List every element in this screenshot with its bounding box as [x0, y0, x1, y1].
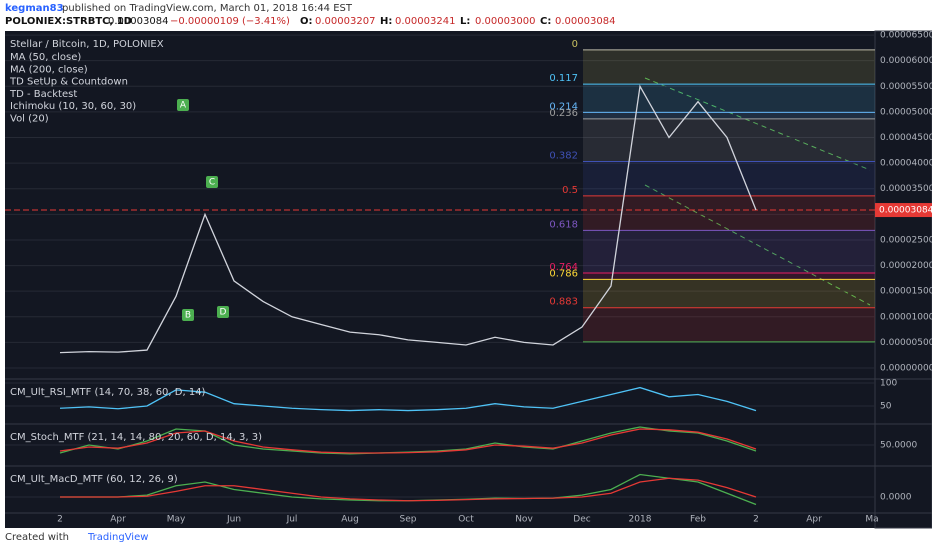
fib-band [583, 279, 875, 308]
x-tick-label: Sep [400, 515, 417, 525]
pattern-badge [177, 99, 189, 111]
fib-band [583, 230, 875, 273]
legend-item: TD SetUp & Countdown [9, 77, 128, 88]
x-tick-label: Apr [110, 515, 126, 525]
y-tick-label: 50 [880, 401, 892, 411]
legend-item: MA (200, close) [10, 64, 88, 75]
channel-line [644, 77, 871, 171]
legend-item: TD - Backtest [9, 89, 77, 100]
panel-title: CM_Ult_MacD_MTF (60, 12, 26, 9) [10, 474, 178, 485]
indicator-line [60, 477, 757, 502]
price-line [59, 84, 757, 354]
x-tick-label: 2 [753, 515, 759, 525]
y-tick-label: 0.00006000 [880, 56, 932, 66]
ohlc-value: 0.00003241 [395, 16, 455, 27]
x-tick-label: Jun [226, 515, 241, 525]
pattern-label: B [185, 311, 191, 321]
fib-band [583, 161, 875, 196]
ohlc-key: O: [300, 16, 313, 27]
x-tick-label: Jul [286, 515, 298, 525]
pattern-badge [206, 176, 218, 188]
x-tick-label: Feb [690, 515, 706, 525]
y-tick-label: 0.00000500 [880, 338, 932, 348]
x-tick-label: Ma [865, 515, 878, 525]
last: 0.00003084 [108, 16, 168, 27]
ohlc-value: 0.00003000 [475, 16, 535, 27]
fib-label: 0 [572, 39, 578, 50]
x-tick-label: 2 [57, 515, 63, 525]
fib-band [583, 112, 875, 119]
change: −0.00000109 (−3.41%) [170, 16, 290, 27]
pattern-label: D [220, 308, 227, 318]
y-tick-label: 0.0000 [880, 493, 912, 503]
y-tick-label: 0.00000000 [880, 364, 932, 374]
fib-label: 0.382 [549, 150, 578, 161]
pattern-badge [217, 306, 229, 318]
fib-band [583, 84, 875, 113]
fib-label: 0.883 [549, 297, 578, 308]
indicator-line [59, 386, 757, 412]
fib-band [583, 118, 875, 162]
panel-title: CM_Stoch_MTF (21, 14, 14, 80, 20, 60, D,… [10, 432, 262, 443]
last-price-label: 0.00003084 [879, 206, 932, 216]
legend-item: MA (50, close) [10, 52, 81, 63]
y-tick-label: 0.00002500 [880, 235, 932, 245]
channel-line [644, 184, 871, 306]
fib-band [583, 49, 875, 85]
ohlc-value: 0.00003207 [315, 16, 375, 27]
fib-band [583, 272, 875, 280]
ohlc-key: L: [460, 16, 470, 27]
fib-label: 0.618 [549, 219, 578, 230]
y-tick-label: 0.00001500 [880, 287, 932, 297]
y-tick-label: 0.00005500 [880, 82, 932, 92]
chart-title: Stellar / Bitcoin, 1D, POLONIEX [10, 39, 164, 50]
indicator-line [59, 428, 757, 454]
published: published on TradingView.com, March 01, … [62, 3, 353, 14]
fib-label: 0.236 [549, 108, 578, 119]
fib-label: 0.214 [549, 101, 578, 112]
x-tick-label: May [167, 515, 186, 525]
legend-item: Ichimoku (10, 30, 60, 30) [10, 101, 136, 112]
price-axis [874, 30, 932, 529]
fib-band [583, 307, 875, 342]
y-tick-label: 0.00003500 [880, 184, 932, 194]
pattern-badge [182, 309, 194, 321]
y-tick-label: 100 [880, 378, 897, 388]
ohlc-key: C: [540, 16, 551, 27]
pattern-label: A [180, 101, 187, 111]
legend-item: Vol (20) [10, 114, 49, 125]
y-tick-label: 0.00002000 [880, 261, 932, 271]
ohlc-value: 0.00003084 [555, 16, 615, 27]
x-tick-label: Oct [458, 515, 474, 525]
y-tick-label: 0.00001000 [880, 312, 932, 322]
y-tick-label: 0.00004000 [880, 159, 932, 169]
y-tick-label: 0.00006500 [880, 31, 932, 41]
created-with: Created with [5, 532, 69, 543]
symbol: POLONIEX:STRBTC, 1D [5, 16, 132, 27]
ohlc-key: H: [380, 16, 392, 27]
fib-band [583, 195, 875, 231]
fib-label: 0.764 [549, 262, 578, 273]
x-tick-label: Nov [515, 515, 533, 525]
author[interactable]: kegman83 [5, 3, 64, 14]
y-tick-label: 0.00004500 [880, 133, 932, 143]
fib-label: 0.786 [549, 268, 578, 279]
fib-label: 0.117 [549, 73, 578, 84]
y-tick-label: 50.0000 [880, 441, 917, 451]
brand[interactable]: TradingView [87, 532, 148, 543]
x-tick-label: Aug [341, 515, 359, 525]
x-tick-label: Apr [806, 515, 822, 525]
fib-label: 0.5 [562, 185, 578, 196]
x-tick-label: Dec [573, 515, 590, 525]
y-tick-label: 0.00005000 [880, 107, 932, 117]
panel-title: CM_Ult_RSI_MTF (14, 70, 38, 60, D, 14) [10, 387, 206, 398]
x-tick-label: 2018 [629, 515, 652, 525]
last-price-tag [875, 203, 932, 218]
pattern-label: C [209, 178, 215, 188]
